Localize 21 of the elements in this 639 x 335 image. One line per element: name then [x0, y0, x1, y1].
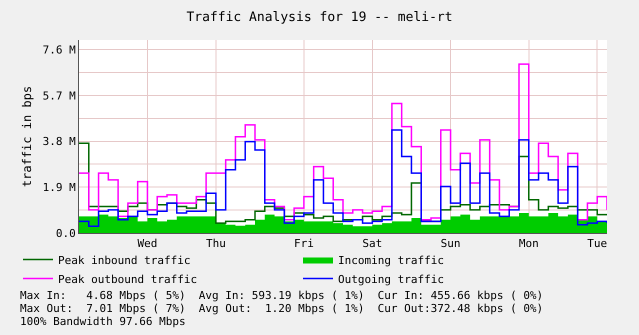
legend-label: Peak outbound traffic — [58, 272, 198, 286]
text: Max Out: 7.01 Mbps ( 7%) Avg Out: 1.20 Mbps ( 1%) Cur Out:372.48 kbps ( 0%) — [20, 302, 544, 315]
text: Max In: 4.68 Mbps ( 5%) Avg In: 593.19 kbps ( 1%) Cur In: 455.66 kbps ( 0%) — [20, 289, 544, 302]
chart-title: Traffic Analysis for 19 -- meli-rt — [186, 10, 453, 25]
y-tick-label: 3.8 M — [42, 135, 76, 148]
legend-label: Incoming traffic — [338, 254, 444, 267]
x-tick-label: Sun — [440, 237, 460, 250]
y-tick-label: 7.6 M — [42, 44, 76, 56]
x-tick-label: Thu — [206, 237, 226, 250]
legend-label: Outgoing traffic — [338, 272, 444, 286]
x-tick-label: Wed — [138, 237, 158, 250]
y-tick-label: 1.9 M — [42, 181, 76, 194]
y-tick-label: 5.7 M — [42, 89, 76, 102]
x-tick-label: Fri — [294, 237, 314, 250]
x-tick-label: Tue — [587, 237, 608, 250]
text: 100% Bandwidth 97.66 Mbps — [20, 315, 186, 328]
x-tick-label: Mon — [518, 237, 539, 250]
legend-label: Peak inbound traffic — [58, 254, 190, 267]
y-axis-title: traffic in bps — [20, 86, 34, 188]
x-tick-label: Sat — [362, 237, 382, 250]
y-tick-label: 0.0 — [56, 226, 76, 240]
